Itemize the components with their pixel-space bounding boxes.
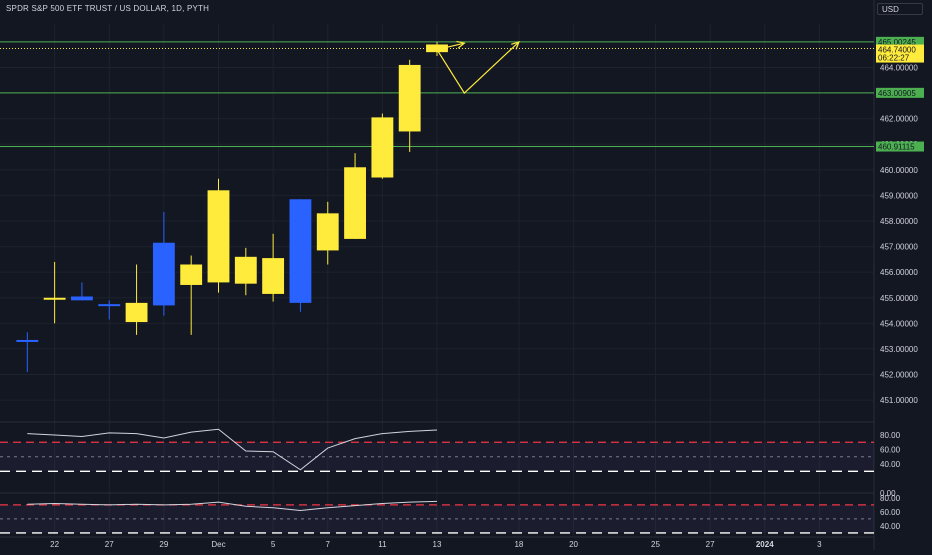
price-tick-label: 455.00000	[880, 294, 918, 303]
price-tick-label: 458.00000	[880, 217, 918, 226]
rsi-panel-2	[0, 500, 874, 534]
candle-body	[371, 117, 394, 178]
level-label: 460.91115	[878, 143, 915, 152]
time-axis-label: 22	[50, 540, 59, 549]
price-tick-label: 462.00000	[880, 115, 918, 124]
price-tick-label: 453.00000	[880, 345, 918, 354]
oscillator-tick-label: 80.00	[880, 494, 901, 503]
time-axis: 22 27 29 Dec 5 7 11 13 18 20 25 27 2024 3	[50, 540, 822, 549]
oscillator-tick-label: 40.00	[880, 522, 901, 531]
oscillator-tick-label: 60.00	[880, 508, 901, 517]
time-axis-label: 20	[569, 540, 578, 549]
oscillator-tick-label: 40.00	[880, 460, 901, 469]
time-axis-label: 7	[326, 540, 331, 549]
price-axis: 465.00000464.00000463.00000462.00000461.…	[876, 36, 924, 531]
candle-body	[152, 242, 175, 306]
time-axis-label: 27	[706, 540, 715, 549]
price-tick-label: 459.00000	[880, 191, 918, 200]
candle-body	[234, 256, 257, 284]
time-axis-label: 3	[817, 540, 822, 549]
candle-body	[125, 302, 148, 323]
level-lines	[0, 41, 874, 148]
oscillator-tick-label: 0.00	[880, 489, 896, 498]
candles	[16, 41, 448, 372]
last-price-label: 464.74000	[878, 46, 916, 55]
level-label-bg	[876, 87, 924, 98]
oscillator-tick-label: 80.00	[880, 431, 901, 440]
candle-body	[207, 190, 230, 283]
price-tick-label: 452.00000	[880, 371, 918, 380]
projection-path	[436, 42, 465, 51]
candle-body	[98, 304, 121, 307]
candle-body	[398, 64, 421, 132]
price-tick-label: 451.00000	[880, 396, 918, 405]
time-axis-label: Dec	[211, 540, 225, 549]
candle-body	[43, 297, 66, 300]
candle-body	[16, 339, 39, 342]
price-tick-label: 460.00000	[880, 166, 918, 175]
candle-body	[180, 264, 203, 285]
price-tick-label: 454.00000	[880, 319, 918, 328]
oscillator-line	[27, 500, 438, 512]
time-axis-label: 13	[433, 540, 442, 549]
countdown-label: 06:22:27	[878, 54, 910, 63]
time-axis-label: 2024	[756, 540, 774, 549]
time-axis-label: 5	[271, 540, 276, 549]
candle-body	[289, 199, 312, 303]
currency-button[interactable]: USD	[877, 3, 923, 15]
time-axis-label: 18	[514, 540, 523, 549]
rsi-panel-1	[0, 428, 874, 472]
candle-body	[426, 44, 448, 53]
oscillator-line	[27, 428, 438, 471]
projection-arrowhead	[456, 40, 466, 49]
candle-body	[316, 213, 339, 251]
candle-body	[344, 167, 366, 239]
candle-body	[262, 258, 285, 294]
price-tick-label: 464.00000	[880, 63, 918, 72]
level-label-bg	[876, 36, 924, 47]
level-label-bg	[876, 141, 924, 152]
price-tick-label: 457.00000	[880, 243, 918, 252]
time-axis-label: 25	[651, 540, 660, 549]
candle-body	[71, 296, 93, 301]
time-axis-label: 27	[105, 540, 114, 549]
last-price-label-bg	[876, 44, 924, 63]
oscillator-tick-label: 60.00	[880, 446, 901, 455]
projection-path	[436, 41, 520, 95]
time-axis-label: 29	[159, 540, 168, 549]
projection-arrowhead	[511, 40, 520, 50]
symbol-title: SPDR S&P 500 ETF TRUST / US DOLLAR, 1D, …	[6, 4, 210, 13]
level-label: 465.00245	[878, 38, 916, 47]
price-tick-label: 456.00000	[880, 268, 918, 277]
level-label: 463.00905	[878, 89, 916, 98]
time-axis-label: 11	[378, 540, 387, 549]
projection-arrows	[436, 40, 520, 95]
